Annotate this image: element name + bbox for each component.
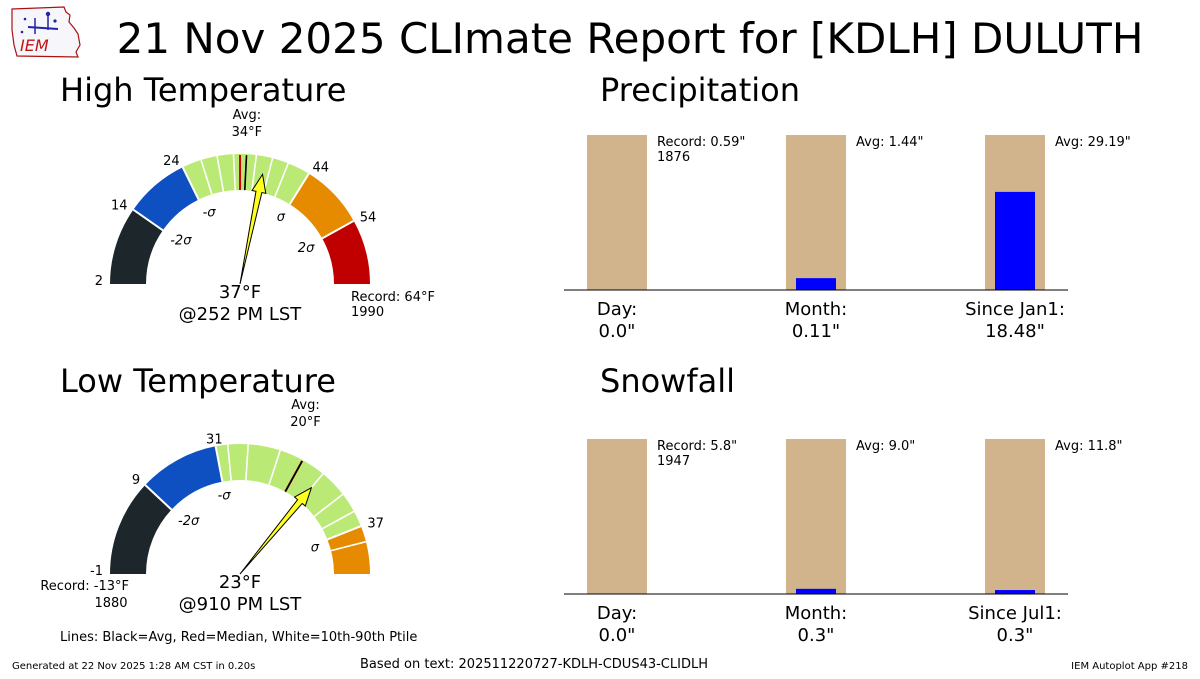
low-temp-title: Low Temperature — [60, 362, 336, 400]
bar-category-label: Day: 0.0" — [597, 603, 637, 646]
high-temp-title: High Temperature — [60, 71, 346, 109]
bar-category-label: Day: 0.0" — [597, 299, 637, 342]
sigma-label: -2σ — [170, 233, 192, 248]
band-separator — [144, 484, 173, 511]
band-separator — [181, 166, 200, 201]
record-label-line: Record: -13°F 1880 — [40, 579, 129, 611]
avg-label: Avg: 20°F — [290, 398, 321, 430]
bar-category-label: Month: 0.3" — [785, 603, 847, 646]
sigma-label: 2σ — [298, 241, 315, 256]
bar-annotation: Avg: 11.8" — [1055, 439, 1123, 454]
snowfall-bar-chart: Record: 5.8" 1947 Day: 0.0" Avg: 9.0" Month: 0… — [564, 439, 1123, 646]
bar-annotation: Record: 0.59" 1876 — [657, 135, 745, 165]
precipitation-bar-chart: Record: 0.59" 1876 Day: 0.0" Avg: 1.44" Month… — [564, 135, 1131, 342]
source-text-id: Based on text: 202511220727-KDLH-CDUS43-… — [360, 657, 708, 672]
low-temperature-gauge: -1 9 31 37 -2σ -σ σ Avg: 20°F 23°F @910 PM LST Reco… — [40, 398, 384, 615]
gauge-band — [110, 485, 172, 574]
avg-line — [284, 460, 303, 493]
percentile-line — [251, 154, 258, 191]
iem-logo-text: IEM — [20, 36, 49, 55]
gauge-edge-label: 44 — [312, 161, 329, 176]
iem-logo: IEM — [11, 6, 81, 58]
percentile-line — [268, 450, 281, 485]
avg-bar — [786, 135, 846, 290]
gauge-band — [133, 167, 199, 231]
bar-category-label: Since Jul1: 0.3" — [968, 603, 1062, 646]
percentile-line — [321, 510, 355, 530]
high-temperature-gauge: 2 14 24 44 54 -2σ -σ σ 2σ Avg: 34°F 37°F @252 PM LST… — [95, 108, 435, 325]
generated-timestamp: Generated at 22 Nov 2025 1:28 AM CST in … — [12, 661, 255, 672]
sigma-label: -2σ — [178, 514, 200, 529]
bar-annotation: Avg: 1.44" — [856, 135, 924, 150]
gauge-edge-label: 54 — [360, 211, 377, 226]
bar-annotation: Avg: 9.0" — [856, 439, 915, 454]
page-title: 21 Nov 2025 CLImate Report for [KDLH] DU… — [117, 14, 1144, 63]
band-separator — [288, 173, 310, 205]
observed-bar — [995, 191, 1035, 290]
percentile-line — [232, 154, 237, 191]
band-separator — [214, 446, 224, 482]
gauge-band — [110, 209, 163, 284]
band-separator — [321, 220, 355, 240]
sigma-label: -σ — [203, 206, 217, 221]
observed-value-label: 37°F @252 PM LST — [179, 282, 303, 325]
observed-bar — [796, 278, 836, 290]
gauge-needle — [239, 486, 313, 575]
observed-bar — [796, 588, 836, 594]
percentile-line — [313, 493, 344, 518]
autoplot-app-id: IEM Autoplot App #218 — [1071, 661, 1188, 672]
band-separator — [327, 525, 362, 541]
gauge-edge-label: 37 — [367, 517, 384, 532]
avg-bar — [985, 439, 1045, 594]
percentile-line — [330, 540, 367, 552]
lines-legend-note: Lines: Black=Avg, Red=Median, White=10th… — [60, 630, 417, 645]
percentile-line — [216, 155, 225, 192]
observed-value-label: 23°F @910 PM LST — [179, 572, 303, 615]
percentile-line — [226, 444, 232, 481]
sigma-label: σ — [311, 541, 320, 556]
gauge-edge-label: 24 — [163, 154, 180, 169]
avg-bar — [786, 439, 846, 594]
gauge-band — [322, 220, 370, 284]
gauge-edge-label: 2 — [95, 274, 103, 289]
bar-annotation: Record: 5.8" 1947 — [657, 439, 737, 469]
percentile-line — [200, 159, 213, 195]
bar-category-label: Month: 0.11" — [785, 299, 847, 342]
percentile-line — [274, 162, 289, 198]
avg-line — [243, 155, 248, 191]
sigma-label: -σ — [218, 489, 232, 504]
gauge-edge-label: 31 — [206, 432, 223, 447]
avg-label: Avg: 34°F — [232, 108, 263, 140]
gauge-band — [289, 173, 354, 239]
avg-bar — [587, 439, 647, 594]
avg-bar — [587, 135, 647, 290]
sigma-label: σ — [277, 210, 286, 225]
gauge-edge-label: -1 — [90, 564, 103, 579]
precip-title: Precipitation — [600, 71, 800, 109]
bar-category-label: Since Jan1: 18.48" — [965, 299, 1065, 342]
gauge-band — [327, 526, 370, 574]
record-label: Record: 64°F 1990 — [351, 290, 435, 320]
gauge-band — [215, 443, 361, 540]
gauge-edge-label: 9 — [132, 473, 140, 488]
bar-annotation: Avg: 29.19" — [1055, 135, 1131, 150]
gauge-band — [145, 446, 223, 510]
snowfall-title: Snowfall — [600, 362, 735, 400]
percentile-line — [245, 444, 249, 481]
observed-bar — [995, 590, 1035, 594]
gauge-edge-label: 14 — [111, 199, 128, 214]
gauge-needle — [239, 172, 267, 285]
band-separator — [132, 208, 164, 232]
